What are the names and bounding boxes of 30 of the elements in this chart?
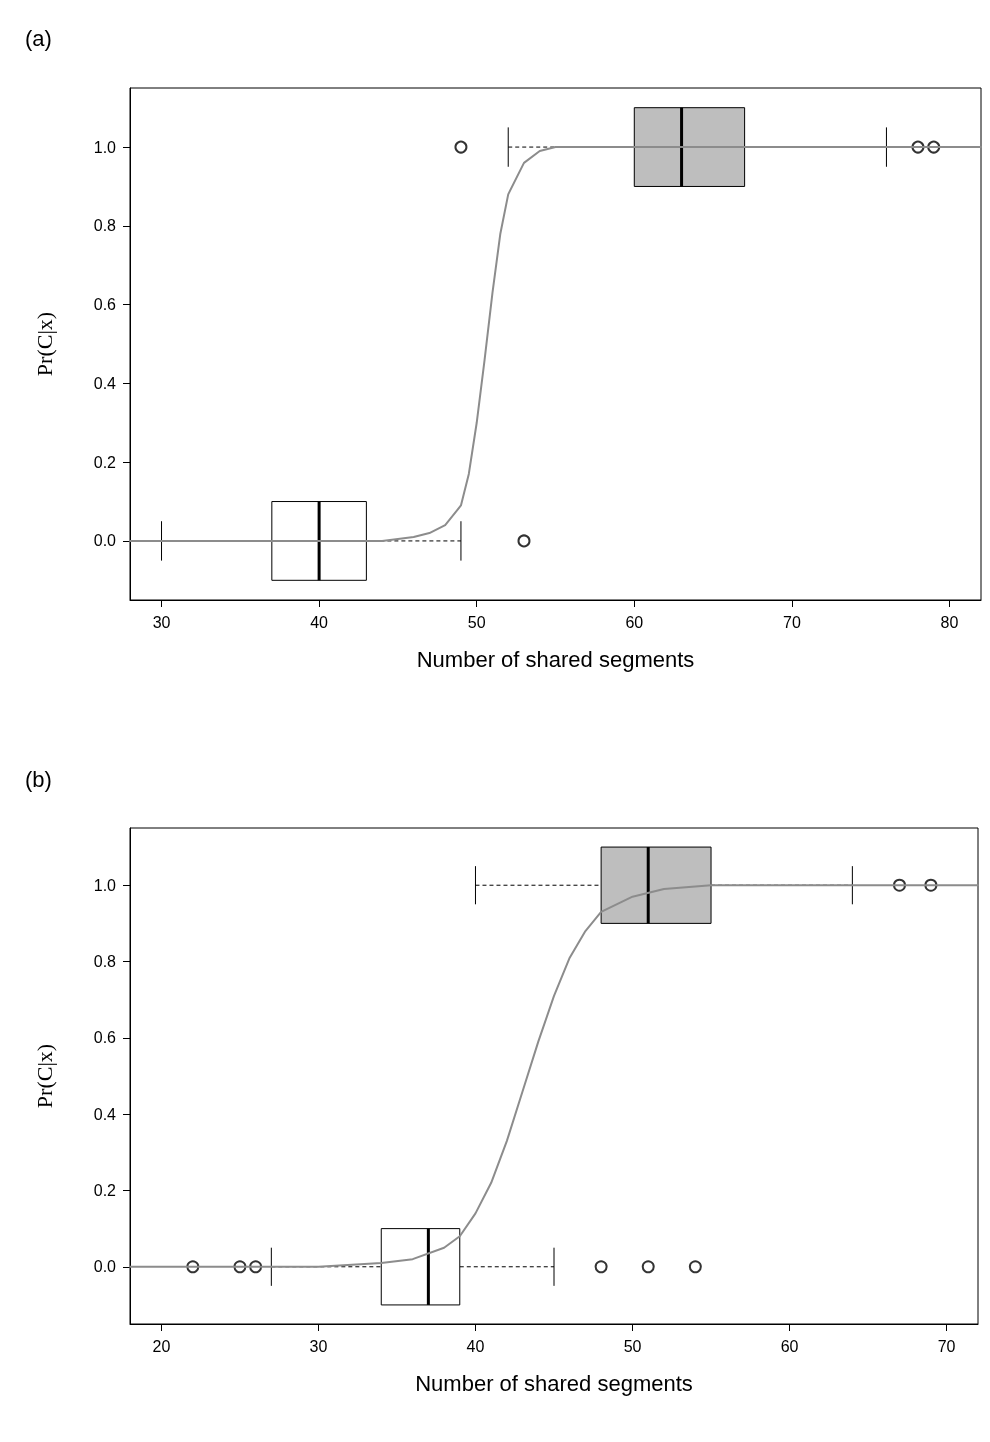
- y-tick-label: 0.4: [93, 374, 117, 392]
- y-tick-label: 0.6: [93, 296, 117, 314]
- x-tick-label: 40: [310, 613, 329, 631]
- y-tick-label: 0.6: [93, 1029, 117, 1047]
- x-tick-label: 70: [782, 613, 801, 631]
- x-tick-label: 60: [625, 613, 644, 631]
- y-tick-label: 0.4: [93, 1105, 117, 1123]
- y-axis-title: Pr(C|x): [31, 1043, 57, 1109]
- chart-title: (b): [25, 766, 52, 792]
- y-tick-label: 0.8: [93, 217, 117, 235]
- chart-title: (a): [25, 25, 52, 51]
- x-tick-label: 70: [937, 1337, 956, 1355]
- x-axis-title: Number of shared segments: [416, 646, 695, 672]
- x-tick-label: 30: [152, 613, 171, 631]
- y-tick-label: 0.8: [93, 953, 117, 971]
- y-tick-label: 1.0: [93, 876, 117, 894]
- x-tick-label: 20: [152, 1337, 171, 1355]
- x-tick-label: 50: [623, 1337, 642, 1355]
- x-tick-label: 40: [466, 1337, 485, 1355]
- y-tick-label: 0.2: [93, 1181, 117, 1199]
- y-tick-label: 0.0: [93, 532, 117, 550]
- x-tick-label: 60: [780, 1337, 799, 1355]
- y-tick-label: 0.2: [93, 453, 117, 471]
- y-tick-label: 0.0: [93, 1258, 117, 1276]
- x-tick-label: 30: [309, 1337, 328, 1355]
- x-axis-title: Number of shared segments: [415, 1370, 693, 1396]
- x-tick-label: 80: [940, 613, 959, 631]
- y-axis-title: Pr(C|x): [31, 311, 57, 377]
- x-tick-label: 50: [467, 613, 486, 631]
- y-tick-label: 1.0: [93, 138, 117, 156]
